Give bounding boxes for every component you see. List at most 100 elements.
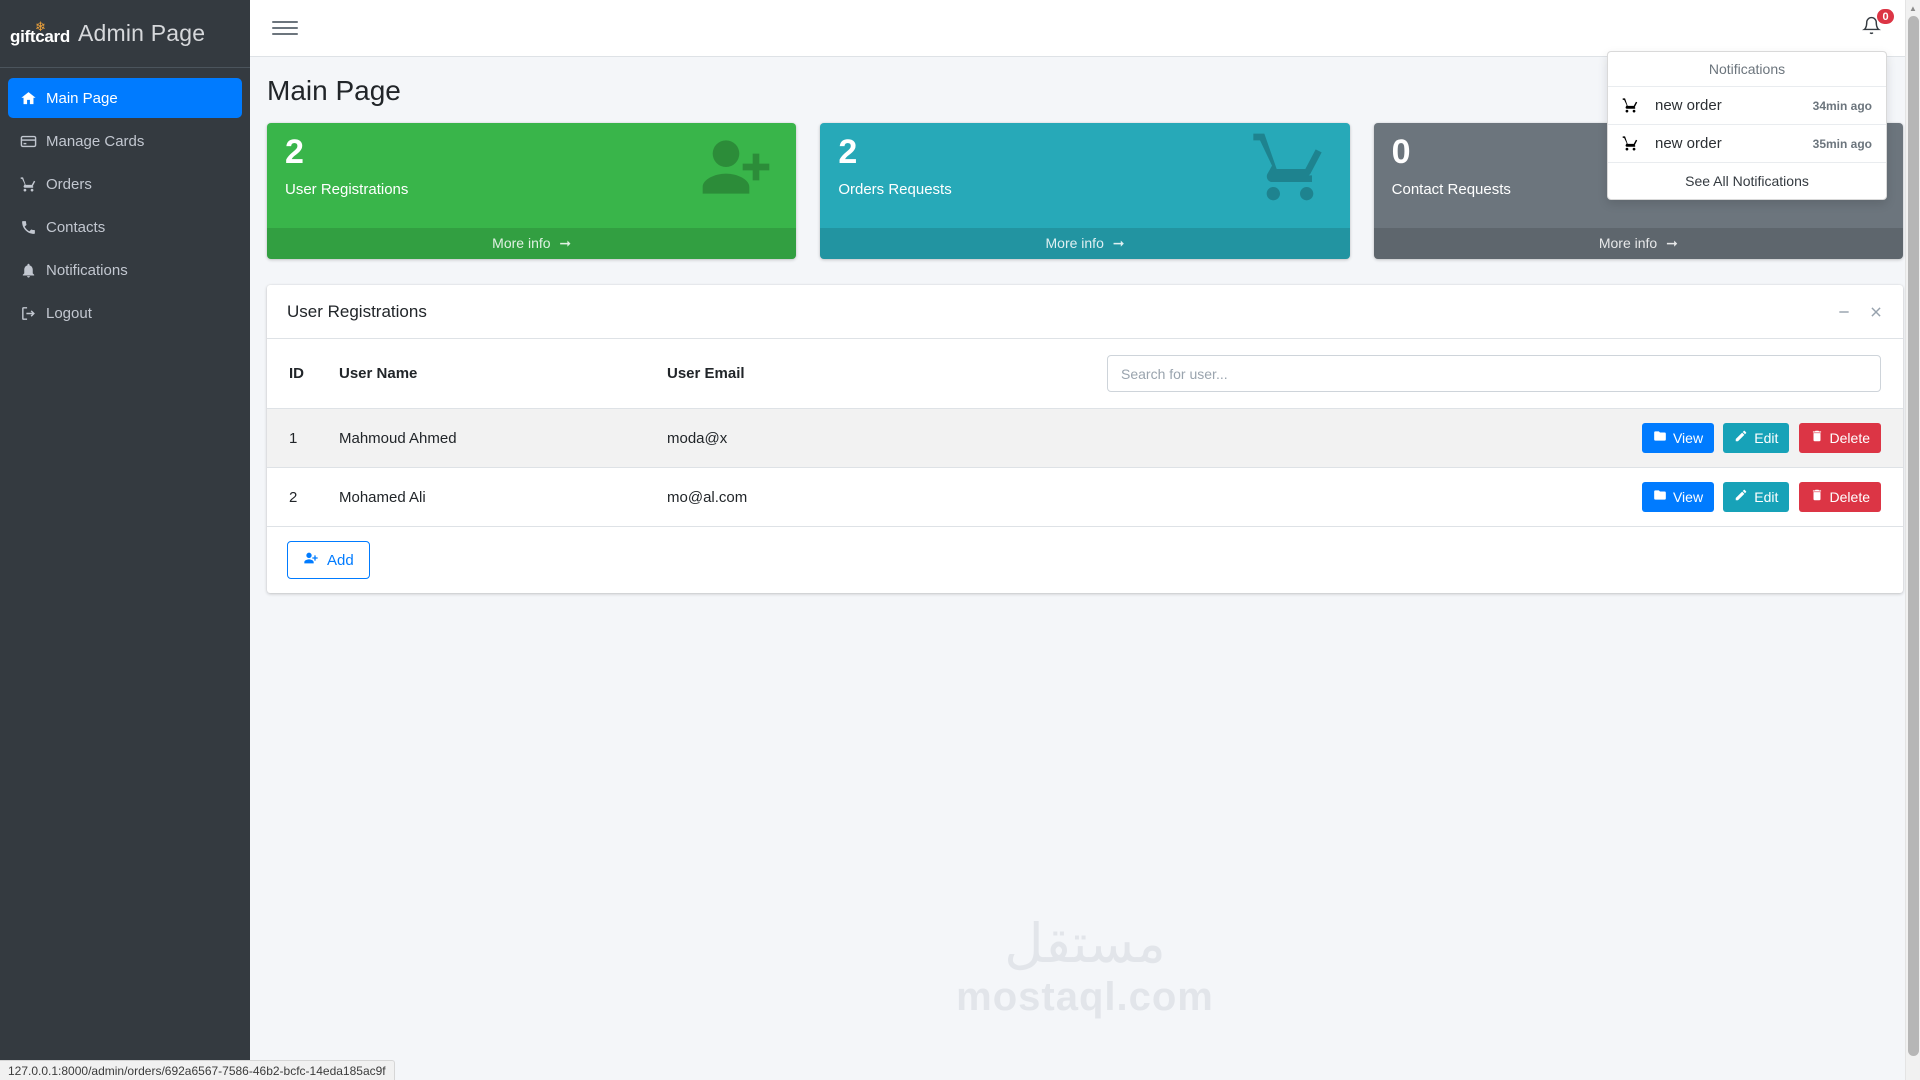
hamburger-bar: [272, 33, 298, 35]
sidebar-item-label: Notifications: [46, 261, 128, 279]
stat-more-info-link[interactable]: More info ➞: [820, 228, 1350, 259]
sidebar-item-label: Manage Cards: [46, 132, 145, 150]
table-header-row: ID User Name User Email: [267, 339, 1903, 409]
cell-user-email: moda@x: [657, 407, 1097, 468]
ribbon-bow-icon: ❄: [35, 18, 46, 34]
sidebar-item-label: Main Page: [46, 89, 118, 107]
users-table-head: ID User Name User Email: [267, 339, 1903, 409]
watermark: مستقل mostaql.com: [250, 917, 1920, 1020]
folder-icon: [1653, 488, 1667, 506]
column-header-user-name: User Name: [339, 365, 418, 382]
minus-icon[interactable]: [1837, 305, 1851, 319]
scroll-up-arrow-icon[interactable]: ▲: [1909, 3, 1917, 13]
stat-label: Contact Requests: [1391, 180, 1511, 198]
sidebar-item-orders[interactable]: Orders: [8, 164, 242, 204]
trash-icon: [1810, 488, 1824, 506]
scrollbar-thumb[interactable]: [1908, 16, 1919, 1056]
stat-card-orders-requests: 2 Orders Requests More info ➞: [820, 123, 1350, 259]
users-table: ID User Name User Email 1 Mahmoud Ahmed: [267, 339, 1903, 527]
arrow-circle-right-icon: ➞: [559, 235, 572, 251]
pencil-icon: [1734, 488, 1748, 506]
sidebar-item-contacts[interactable]: Contacts: [8, 207, 242, 247]
column-header-id: ID: [289, 365, 304, 382]
sidebar-brand[interactable]: ❄ giftcard Admin Page: [0, 0, 250, 68]
notifications-bell-button[interactable]: 0: [1856, 9, 1894, 43]
sidebar-nav: Main Page Manage Cards Orders Contacts: [0, 68, 250, 333]
search-cell: [1097, 339, 1903, 409]
hamburger-icon[interactable]: [272, 15, 298, 41]
user-plus-icon: [690, 127, 782, 207]
brand-title: Admin Page: [77, 20, 206, 46]
notification-item[interactable]: new order 35min ago: [1608, 125, 1886, 163]
giftcard-logo-icon: ❄ giftcard: [10, 18, 70, 47]
view-button-label: View: [1672, 430, 1704, 446]
delete-button[interactable]: Delete: [1798, 482, 1881, 513]
cell-actions: View Edit: [1097, 467, 1903, 527]
notification-item[interactable]: new order 34min ago: [1608, 87, 1886, 125]
sidebar-item-main-page[interactable]: Main Page: [8, 78, 242, 118]
status-bar-url: 127.0.0.1:8000/admin/orders/692a6567-758…: [8, 1063, 386, 1078]
delete-button-label: Delete: [1829, 489, 1870, 506]
hamburger-bar: [272, 27, 298, 29]
logout-icon: [20, 305, 46, 322]
stat-label: Orders Requests: [838, 180, 952, 198]
sidebar-item-notifications[interactable]: Notifications: [8, 250, 242, 290]
column-header-user-email: User Email: [667, 365, 745, 382]
panel-tools: [1837, 305, 1883, 319]
folder-icon: [1653, 429, 1667, 447]
panel-title: User Registrations: [287, 301, 427, 321]
stat-card-user-registrations: 2 User Registrations More info ➞: [267, 123, 797, 259]
user-plus-icon: [303, 550, 319, 570]
stat-label: User Registrations: [285, 180, 409, 198]
phone-icon: [20, 219, 46, 236]
main-content: Main Page 2 User Registrations More info…: [250, 57, 1920, 1080]
panel-footer: Add: [267, 526, 1903, 593]
sidebar-item-label: Contacts: [46, 218, 106, 236]
cell-user-name: Mahmoud Ahmed: [329, 407, 657, 468]
stat-more-info-link[interactable]: More info ➞: [1373, 228, 1903, 259]
panel-header: User Registrations: [267, 285, 1903, 339]
notifications-dropdown-header: Notifications: [1608, 52, 1886, 87]
view-button[interactable]: View: [1641, 482, 1715, 513]
edit-button[interactable]: Edit: [1723, 423, 1790, 454]
table-row: 1 Mahmoud Ahmed moda@x View: [267, 407, 1903, 468]
stat-card-body: 2 Orders Requests: [820, 123, 1349, 228]
page-scrollbar[interactable]: ▲: [1905, 0, 1920, 1080]
sidebar-item-label: Orders: [46, 175, 92, 193]
edit-button-label: Edit: [1754, 430, 1779, 446]
search-input[interactable]: [1107, 355, 1881, 392]
stat-more-info-label: More info: [1045, 235, 1104, 251]
shopping-cart-icon: [1622, 135, 1639, 152]
sidebar-item-logout[interactable]: Logout: [8, 293, 242, 333]
notification-time: 35min ago: [1812, 136, 1872, 151]
sidebar-item-manage-cards[interactable]: Manage Cards: [8, 121, 242, 161]
bell-icon: [1861, 16, 1881, 40]
sidebar-item-label: Logout: [46, 304, 92, 322]
watermark-latin: mostaql.com: [956, 975, 1214, 1019]
stat-more-info-link[interactable]: More info ➞: [267, 228, 797, 259]
stat-card-body: 2 User Registrations: [267, 123, 796, 228]
stat-value: 2: [285, 133, 304, 171]
edit-button[interactable]: Edit: [1723, 482, 1790, 513]
hamburger-bar: [272, 21, 298, 23]
home-icon: [20, 90, 46, 107]
sidebar: ❄ giftcard Admin Page Main Page Manage C…: [0, 0, 250, 1080]
close-icon[interactable]: [1869, 305, 1883, 319]
see-all-notifications-link[interactable]: See All Notifications: [1685, 173, 1809, 189]
cell-user-name: Mohamed Ali: [329, 467, 657, 527]
notification-time: 34min ago: [1812, 98, 1872, 113]
arrow-circle-right-icon: ➞: [1666, 235, 1678, 251]
delete-button[interactable]: Delete: [1798, 423, 1881, 454]
view-button-label: View: [1672, 489, 1704, 506]
edit-button-label: Edit: [1754, 489, 1779, 506]
view-button[interactable]: View: [1641, 423, 1715, 454]
bell-icon: [20, 262, 46, 279]
add-user-button[interactable]: Add: [287, 541, 370, 580]
watermark-arabic: مستقل: [1004, 912, 1166, 975]
shopping-cart-icon: [1244, 127, 1336, 207]
table-row: 2 Mohamed Ali mo@al.com View: [267, 467, 1903, 527]
cell-id: 1: [267, 407, 329, 468]
pencil-icon: [1734, 429, 1748, 447]
stat-value: 2: [838, 133, 858, 171]
